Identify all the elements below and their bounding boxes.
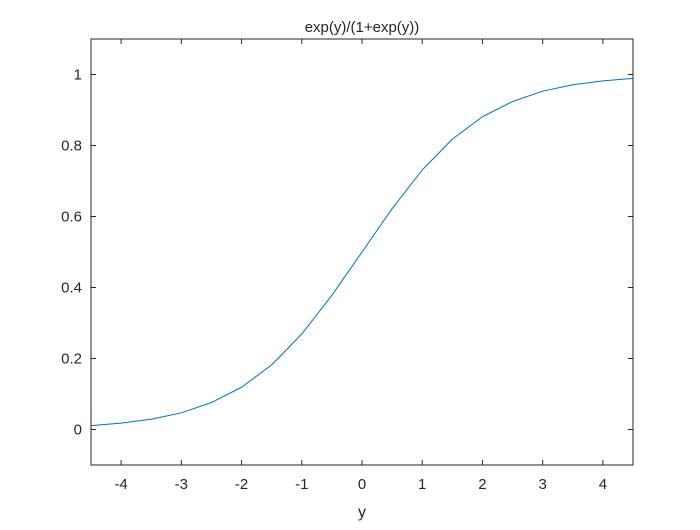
x-tick-label: -3	[175, 476, 188, 493]
chart-title: exp(y)/(1+exp(y))	[305, 19, 420, 36]
y-tick-labels: 0 0.2 0.4 0.6 0.8 1	[61, 67, 82, 439]
y-tick-label: 1	[74, 67, 82, 84]
x-tick-label: 3	[538, 476, 546, 493]
y-tick-label: 0.6	[61, 209, 82, 226]
series-line	[90, 77, 634, 427]
y-ticks	[91, 74, 633, 430]
y-tick-label: 0	[74, 422, 82, 439]
x-tick-label: 4	[599, 476, 607, 493]
x-tick-label: 0	[358, 476, 366, 493]
axes-box	[90, 38, 634, 466]
x-ticks	[120, 39, 604, 465]
y-tick-label: 0.4	[61, 280, 82, 297]
x-tick-labels: -4 -3 -2 -1 0 1 2 3 4	[114, 476, 607, 493]
x-tick-label: -1	[295, 476, 308, 493]
series-layer	[90, 77, 634, 427]
x-axis-label: y	[358, 504, 366, 521]
y-tick-label: 0.2	[61, 351, 82, 368]
x-tick-label: 1	[418, 476, 426, 493]
x-tick-label: -2	[235, 476, 248, 493]
y-tick-label: 0.8	[61, 138, 82, 155]
x-tick-label: -4	[114, 476, 127, 493]
x-tick-label: 2	[478, 476, 486, 493]
